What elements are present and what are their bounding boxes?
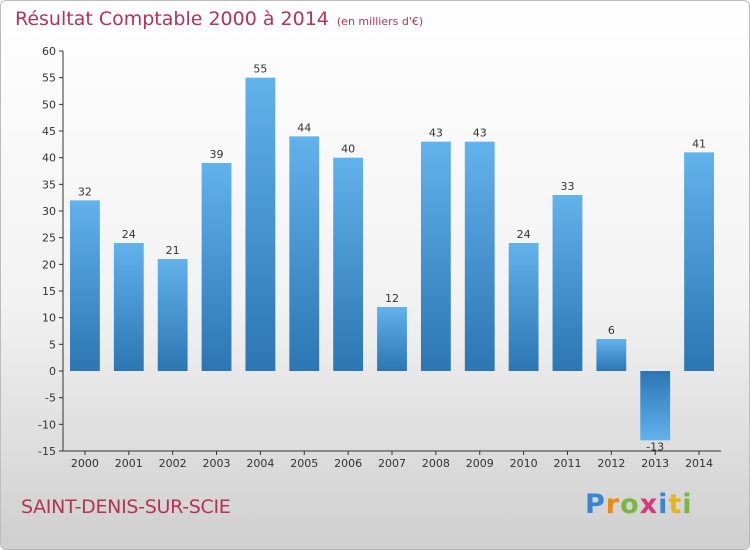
y-tick-label: 45	[42, 125, 56, 138]
data-label-2000: 32	[78, 185, 92, 198]
y-tick-label: 40	[42, 152, 56, 165]
bar-2003	[201, 163, 232, 371]
x-tick-label: 2003	[203, 457, 231, 470]
bar-2012	[596, 339, 627, 371]
bar-2014	[684, 152, 714, 371]
bar-2006	[333, 157, 364, 371]
bar-2000	[70, 200, 100, 371]
data-label-2011: 33	[560, 180, 574, 193]
bar-2004	[245, 77, 276, 372]
x-tick-label: 2002	[159, 457, 187, 470]
chart-subtitle: (en milliers d'€)	[336, 15, 424, 28]
chart-title: Résultat Comptable 2000 à 2014 (en millie…	[15, 8, 423, 30]
x-tick-label: 2000	[71, 457, 99, 470]
y-tick-label: 50	[42, 98, 56, 111]
data-label-2008: 43	[429, 127, 443, 140]
y-tick-label: -10	[38, 418, 56, 431]
data-label-2001: 24	[122, 228, 136, 241]
x-tick-label: 2014	[685, 457, 713, 470]
y-tick-label: 0	[49, 365, 56, 378]
y-tick-label: -5	[45, 392, 56, 405]
y-tick-label: 55	[42, 72, 56, 85]
y-tick-label: 5	[49, 338, 56, 351]
bar-2008	[420, 141, 451, 371]
y-tick-label: 15	[42, 285, 56, 298]
commune-name: SAINT-DENIS-SUR-SCIE	[21, 496, 231, 518]
bar-2009	[464, 141, 495, 371]
x-tick-label: 2004	[246, 457, 274, 470]
bar-2007	[377, 307, 407, 371]
chart-bars	[70, 77, 714, 441]
chart-title-main: Résultat Comptable 2000 à 2014	[15, 8, 329, 30]
x-tick-label: 2012	[597, 457, 625, 470]
chart-data-labels: 32 24 21 39 55 44 40 12 43 43 24 33 6 -13 41	[78, 63, 706, 454]
x-tick-label: 2008	[422, 457, 450, 470]
x-tick-label: 2006	[334, 457, 362, 470]
y-tick-label: 20	[42, 258, 56, 271]
bar-2005	[289, 136, 320, 371]
x-tick-label: 2010	[510, 457, 538, 470]
data-label-2013: -13	[646, 440, 664, 453]
bar-2013	[640, 371, 671, 441]
x-tick-label: 2011	[553, 457, 581, 470]
chart-axes: -15 -10 -5 0 5 10 15 20 25 30 35 40 45 50 55 60 2000 2001…	[38, 45, 721, 470]
x-tick-label: 2001	[115, 457, 143, 470]
y-tick-label: 10	[42, 312, 56, 325]
data-label-2007: 12	[385, 292, 399, 305]
x-tick-label: 2005	[290, 457, 318, 470]
data-label-2002: 21	[166, 244, 180, 257]
y-tick-label: 30	[42, 205, 56, 218]
x-tick-label: 2013	[641, 457, 669, 470]
bar-2001	[113, 243, 144, 371]
x-tick-label: 2007	[378, 457, 406, 470]
data-label-2010: 24	[517, 228, 531, 241]
x-tick-label: 2009	[466, 457, 494, 470]
bar-2010	[508, 243, 539, 371]
proxiti-logo: Proxiti	[585, 489, 693, 520]
y-tick-label: 60	[42, 45, 56, 58]
data-label-2012: 6	[608, 324, 615, 337]
y-tick-label: -15	[38, 445, 56, 458]
y-tick-label: 25	[42, 232, 56, 245]
data-label-2005: 44	[297, 121, 311, 134]
y-tick-label: 35	[42, 178, 56, 191]
data-label-2006: 40	[341, 143, 355, 156]
bar-2002	[157, 259, 188, 371]
data-label-2014: 41	[692, 137, 706, 150]
data-label-2009: 43	[473, 127, 487, 140]
bar-2011	[552, 195, 583, 371]
data-label-2004: 55	[253, 63, 267, 76]
data-label-2003: 39	[210, 148, 224, 161]
